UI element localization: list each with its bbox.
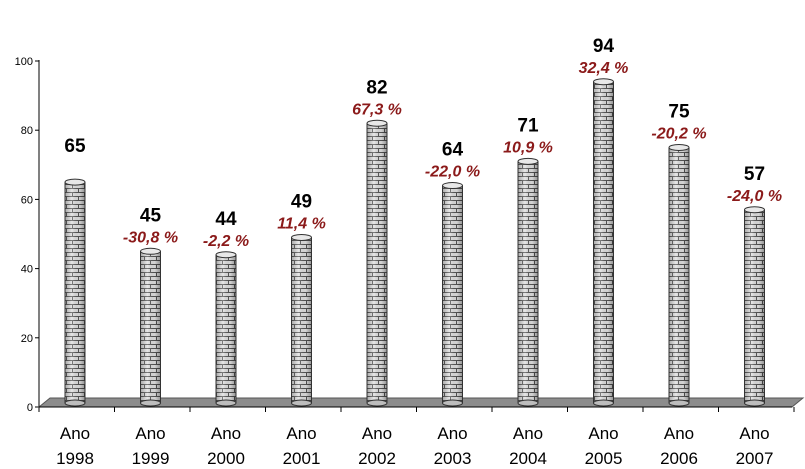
bar <box>517 157 539 407</box>
value-label: 49 <box>291 191 312 212</box>
category-label: 2004 <box>509 449 547 468</box>
bar <box>442 182 463 407</box>
category-label: 2002 <box>358 449 396 468</box>
change-label: -2,2 % <box>203 233 249 250</box>
category-label: 2000 <box>207 449 245 468</box>
bar-top <box>744 206 765 214</box>
category-label: 2003 <box>434 449 472 468</box>
bar-shading <box>593 81 614 403</box>
bar-top <box>291 233 312 241</box>
bar-shading <box>367 123 387 403</box>
bar <box>215 251 237 407</box>
bar <box>140 247 161 407</box>
bar-shading <box>518 161 538 403</box>
bar-top <box>64 178 86 186</box>
value-label: 71 <box>517 115 539 136</box>
axes: 0 20 40 60 80 100 <box>15 56 40 414</box>
category-label: Ano <box>211 424 241 443</box>
bars <box>64 78 765 407</box>
bar-top <box>215 251 237 259</box>
bar <box>744 206 765 407</box>
change-label: -30,8 % <box>123 229 178 246</box>
y-tick-label: 80 <box>21 125 33 137</box>
bar-top <box>668 144 690 151</box>
value-label: 45 <box>140 205 162 226</box>
category-label: 2001 <box>283 449 321 468</box>
bar-shading <box>744 209 765 403</box>
value-label: 44 <box>215 209 237 230</box>
value-label: 75 <box>668 102 690 123</box>
bar-top <box>366 119 388 127</box>
category-label: Ano <box>664 424 694 443</box>
change-label: 67,3 % <box>352 101 402 118</box>
category-label: Ano <box>437 424 467 443</box>
bar <box>291 233 312 407</box>
category-label: Ano <box>588 424 618 443</box>
category-label: 1999 <box>132 449 170 468</box>
category-label: Ano <box>60 424 90 443</box>
value-label: 94 <box>593 36 615 57</box>
change-label: 32,4 % <box>579 60 629 77</box>
y-tick-label: 60 <box>21 194 33 206</box>
y-tick-label: 100 <box>15 56 33 68</box>
category-label: Ano <box>286 424 316 443</box>
category-label: 2007 <box>736 449 774 468</box>
category-label: Ano <box>135 424 165 443</box>
change-label: -22,0 % <box>425 164 480 181</box>
bar-shading <box>140 251 161 403</box>
bar <box>593 78 614 407</box>
bar-top <box>442 182 463 190</box>
bar-shading <box>65 182 85 403</box>
bar-shading <box>442 185 463 403</box>
bar-shading <box>216 254 236 403</box>
category-label: Ano <box>362 424 392 443</box>
change-label: 10,9 % <box>503 139 553 156</box>
data-labels: 65 Ano 1998 45 -30,8 % Ano 1999 44 -2,2 % Ano 2000… <box>56 36 782 468</box>
bar-top <box>140 247 161 255</box>
change-label: 11,4 % <box>277 215 326 232</box>
value-label: 65 <box>64 136 86 157</box>
category-label: 2005 <box>585 449 623 468</box>
category-label: Ano <box>739 424 769 443</box>
category-label: 1998 <box>56 449 94 468</box>
bar-top <box>593 78 614 86</box>
category-label: 2006 <box>660 449 698 468</box>
value-label: 64 <box>442 140 464 161</box>
y-tick-label: 0 <box>27 402 33 414</box>
bar <box>366 119 388 407</box>
bar-shading <box>291 237 312 403</box>
bar <box>668 144 690 407</box>
value-label: 82 <box>366 77 387 98</box>
value-label: 57 <box>744 164 765 185</box>
category-label: Ano <box>513 424 543 443</box>
bar <box>64 178 86 407</box>
y-tick-label: 40 <box>21 264 33 276</box>
bar-shading <box>669 147 689 403</box>
bar-top <box>517 157 539 165</box>
y-tick-label: 20 <box>21 333 33 345</box>
change-label: -24,0 % <box>727 188 782 205</box>
change-label: -20,2 % <box>651 126 706 143</box>
